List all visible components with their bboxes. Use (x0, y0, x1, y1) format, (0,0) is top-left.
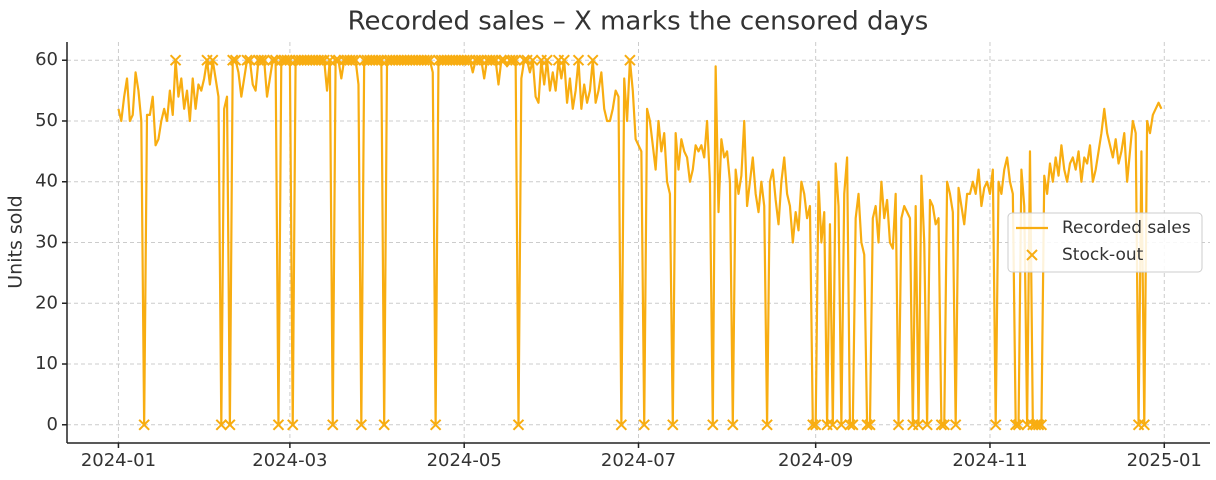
stock-out-marker (421, 54, 433, 66)
stock-out-marker (487, 54, 499, 66)
stock-out-marker (938, 419, 950, 431)
stock-out-marker (518, 54, 530, 66)
x-tick-label: 2024-05 (427, 450, 502, 471)
stock-out-marker (495, 54, 508, 66)
legend-label: Recorded sales (1062, 218, 1191, 238)
stock-out-marker (472, 54, 485, 66)
stock-out-marker (827, 419, 839, 431)
stock-out-marker (169, 54, 182, 66)
stock-out-marker (572, 54, 585, 66)
stock-out-marker (861, 419, 873, 431)
stock-out-marker (509, 54, 522, 66)
stock-out-marker (241, 54, 253, 66)
stock-out-marker (844, 419, 856, 431)
stock-out-marker (207, 54, 219, 66)
stock-out-marker (989, 419, 1002, 431)
stock-out-marker (1012, 419, 1025, 431)
x-tick-label: 2025-01 (1127, 450, 1202, 471)
stock-out-marker (461, 54, 473, 66)
x-tick-label: 2024-01 (81, 450, 156, 471)
stock-out-marker (267, 54, 279, 66)
stock-out-marker (329, 54, 342, 66)
legend-box (1007, 212, 1203, 273)
stock-out-marker (315, 54, 328, 66)
stock-out-marker (287, 419, 299, 431)
stock-out-marker (327, 419, 339, 431)
x-tick-label: 2024-03 (252, 450, 327, 471)
stock-out-marker (624, 54, 636, 66)
x-tick-label: 2024-09 (778, 450, 853, 471)
stock-out-marker (424, 54, 436, 66)
stock-out-marker (847, 419, 859, 431)
stock-out-marker (935, 419, 948, 431)
y-tick-label: 30 (35, 232, 58, 253)
x-tick-label: 2024-11 (952, 450, 1027, 471)
stock-out-marker (215, 419, 228, 431)
y-tick-label: 60 (35, 49, 58, 70)
legend: Recorded sales Stock-out (1007, 212, 1203, 273)
legend-marker (1026, 249, 1038, 261)
stock-out-marker (1138, 419, 1150, 431)
chart-title: Recorded sales – X marks the censored da… (348, 7, 929, 37)
stock-out-marker (512, 419, 525, 431)
sales-line (117, 59, 1163, 426)
stock-out-marker (372, 54, 385, 66)
stock-out-marker (347, 54, 359, 66)
legend-label: Stock-out (1062, 245, 1144, 265)
stock-out-marker (615, 419, 628, 431)
stock-out-marker (809, 419, 822, 431)
stock-out-marker (507, 54, 519, 66)
stock-out-marker (707, 419, 719, 431)
stock-out-marker (258, 54, 270, 66)
stock-out-marker (244, 54, 256, 66)
stock-out-marker (638, 419, 650, 431)
stock-out-marker (727, 419, 739, 431)
stock-out-marker (1009, 419, 1022, 431)
stock-out-marker (835, 419, 848, 431)
stock-out-marker (864, 419, 876, 431)
x-tick-label: 2024-07 (601, 450, 676, 471)
stock-out-marker (429, 419, 442, 431)
stock-out-marker (807, 419, 819, 431)
stock-out-marker (949, 419, 962, 431)
y-tick-label: 0 (47, 414, 58, 435)
stock-out-marker (378, 419, 390, 431)
stock-out-marker (1032, 419, 1045, 431)
y-tick-label: 10 (35, 353, 58, 374)
stock-out-marker (255, 54, 268, 66)
stock-out-marker (272, 419, 285, 431)
stock-out-marker (541, 54, 553, 66)
stock-out-marker (912, 419, 925, 431)
y-tick-label: 40 (35, 171, 58, 192)
stock-out-marker (138, 419, 150, 431)
stock-out-marker (1035, 419, 1048, 431)
stock-out-marker (224, 419, 236, 431)
stock-out-marker (527, 54, 539, 66)
stock-out-marker (229, 54, 242, 66)
y-tick-label: 50 (35, 110, 58, 131)
y-tick-label: 20 (35, 292, 58, 313)
stock-out-marker (667, 419, 679, 431)
y-axis-label: Units sold (5, 195, 27, 288)
stock-out-marker (227, 54, 239, 66)
stock-out-marker (892, 419, 905, 431)
stock-out-marker (558, 54, 570, 66)
stock-out-marker (281, 54, 293, 66)
stock-out-marker (349, 54, 362, 66)
stock-out-marker (587, 54, 599, 66)
stock-out-marker (355, 419, 368, 431)
stock-out-marker (761, 419, 773, 431)
stock-out-marker (921, 419, 933, 431)
